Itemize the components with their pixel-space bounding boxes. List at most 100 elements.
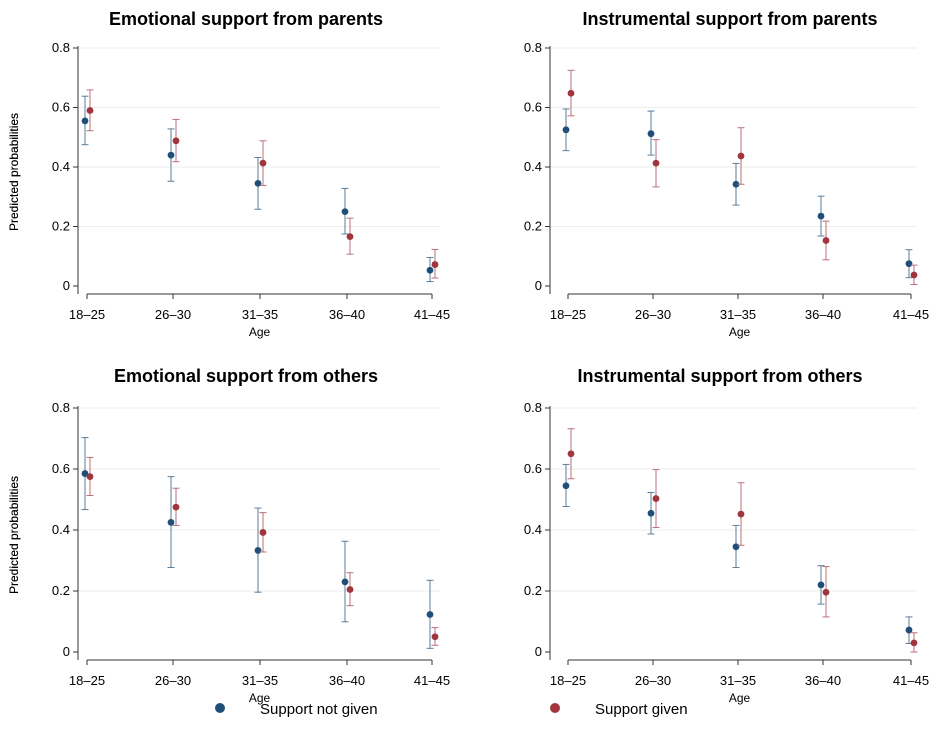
data-point xyxy=(341,208,349,216)
x-tick-label: 41–45 xyxy=(893,307,929,322)
data-point xyxy=(567,89,575,97)
y-axis-title: Predicted probabilities xyxy=(7,113,21,231)
y-tick-label: 0.8 xyxy=(524,40,542,55)
data-point xyxy=(737,510,745,518)
y-tick-label: 0.6 xyxy=(524,461,542,476)
y-tick-label: 0.2 xyxy=(52,583,70,598)
legend-marker-support-not-given xyxy=(215,703,225,713)
x-tick-label: 31–35 xyxy=(720,673,756,688)
x-axis-title: Age xyxy=(729,691,751,705)
y-tick-label: 0.8 xyxy=(52,400,70,415)
y-tick-label: 0.4 xyxy=(52,522,70,537)
y-tick-label: 0.6 xyxy=(52,461,70,476)
x-tick-label: 31–35 xyxy=(242,307,278,322)
x-axis-title: Age xyxy=(249,325,271,339)
data-point xyxy=(562,126,570,134)
chart-title: Instrumental support from parents xyxy=(582,9,877,29)
chart-title: Instrumental support from others xyxy=(577,366,862,386)
x-tick-label: 41–45 xyxy=(414,307,450,322)
chart-panel-4: Instrumental support from others 0 0.2 0.4 0… xyxy=(7,366,929,705)
data-point xyxy=(647,509,655,517)
y-tick-label: 0.4 xyxy=(524,522,542,537)
data-point xyxy=(341,578,349,586)
x-tick-label: 36–40 xyxy=(329,307,365,322)
y-tick-label: 0.8 xyxy=(524,400,542,415)
data-point xyxy=(567,450,575,458)
y-tick-label: 0 xyxy=(535,644,542,659)
y-tick-label: 0.4 xyxy=(52,159,70,174)
data-point xyxy=(817,212,825,220)
y-tick-label: 0 xyxy=(63,278,70,293)
x-tick-label: 26–30 xyxy=(155,307,191,322)
x-tick-label: 26–30 xyxy=(635,673,671,688)
data-point xyxy=(81,470,89,477)
data-point xyxy=(905,626,913,634)
y-tick-label: 0.4 xyxy=(524,159,542,174)
legend: Support not given Support given xyxy=(215,701,688,718)
y-tick-label: 0.2 xyxy=(52,219,70,234)
data-point xyxy=(910,271,918,279)
chart-title: Emotional support from parents xyxy=(109,9,383,29)
data-point xyxy=(172,503,180,511)
data-point xyxy=(259,159,267,167)
x-tick-label: 18–25 xyxy=(550,673,586,688)
data-point xyxy=(167,518,175,526)
legend-label-support-not-given: Support not given xyxy=(260,701,378,718)
data-point xyxy=(737,152,745,160)
data-point xyxy=(346,233,354,241)
data-point xyxy=(259,529,267,536)
x-tick-label: 26–30 xyxy=(155,673,191,688)
data-point xyxy=(652,495,660,502)
chart-panel-1: Emotional support from parents 0 0.2 0.4 0.6… xyxy=(7,9,450,339)
data-point xyxy=(732,543,740,551)
y-tick-label: 0.6 xyxy=(524,100,542,115)
y-axis-title: Predicted probabilities xyxy=(7,476,21,594)
y-tick-label: 0.2 xyxy=(524,583,542,598)
y-tick-label: 0 xyxy=(535,278,542,293)
data-point xyxy=(910,639,918,647)
data-point xyxy=(426,611,434,618)
y-tick-label: 0.8 xyxy=(52,40,70,55)
x-tick-label: 36–40 xyxy=(329,673,365,688)
x-axis-title: Age xyxy=(729,325,751,339)
data-point xyxy=(652,159,660,167)
data-point xyxy=(817,581,825,589)
data-point xyxy=(426,266,434,274)
y-axis-title: Predicted probabilities xyxy=(7,476,21,594)
data-point xyxy=(172,137,180,145)
x-tick-label: 36–40 xyxy=(805,307,841,322)
x-tick-label: 18–25 xyxy=(550,307,586,322)
data-point xyxy=(905,260,913,268)
data-point xyxy=(647,130,655,138)
y-tick-label: 0.2 xyxy=(524,219,542,234)
data-point xyxy=(431,261,439,268)
x-tick-label: 41–45 xyxy=(893,673,929,688)
x-axis-title: Age xyxy=(249,691,271,705)
chart-panel-2: Instrumental support from parents 0 0.2 0.4… xyxy=(7,9,929,339)
x-tick-label: 41–45 xyxy=(414,673,450,688)
x-tick-label: 18–25 xyxy=(69,307,105,322)
data-point xyxy=(562,482,570,490)
data-point xyxy=(732,180,740,188)
chart-panel-3: Emotional support from others 0 0.2 0.4 0.6 0… xyxy=(7,366,450,705)
data-point xyxy=(822,588,830,596)
data-point xyxy=(86,107,94,114)
x-tick-label: 31–35 xyxy=(720,307,756,322)
x-tick-label: 31–35 xyxy=(242,673,278,688)
data-point xyxy=(167,151,175,159)
y-tick-label: 0.6 xyxy=(52,100,70,115)
y-tick-label: 0 xyxy=(63,644,70,659)
y-axis-title: Predicted probabilities xyxy=(7,113,21,231)
chart-title: Emotional support from others xyxy=(114,366,378,386)
data-point xyxy=(822,237,830,244)
data-point xyxy=(254,547,262,554)
legend-marker-support-given xyxy=(550,703,560,713)
data-point xyxy=(86,473,94,481)
x-tick-label: 18–25 xyxy=(69,673,105,688)
data-point xyxy=(346,586,354,593)
data-point xyxy=(431,633,439,641)
legend-label-support-given: Support given xyxy=(595,701,688,718)
x-tick-label: 36–40 xyxy=(805,673,841,688)
data-point xyxy=(81,117,89,125)
